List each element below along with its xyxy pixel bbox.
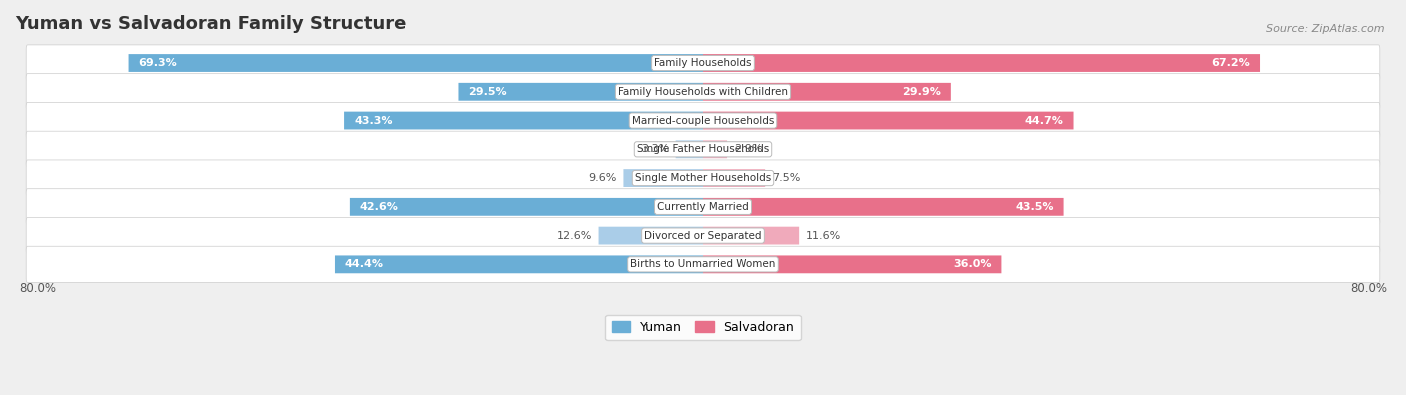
- Text: Yuman vs Salvadoran Family Structure: Yuman vs Salvadoran Family Structure: [15, 15, 406, 33]
- FancyBboxPatch shape: [703, 112, 1074, 130]
- FancyBboxPatch shape: [27, 246, 1379, 282]
- FancyBboxPatch shape: [703, 169, 765, 187]
- FancyBboxPatch shape: [676, 140, 703, 158]
- FancyBboxPatch shape: [703, 198, 1063, 216]
- FancyBboxPatch shape: [27, 102, 1379, 139]
- Text: 42.6%: 42.6%: [360, 202, 399, 212]
- FancyBboxPatch shape: [703, 256, 1001, 273]
- Legend: Yuman, Salvadoran: Yuman, Salvadoran: [606, 315, 800, 340]
- Text: Family Households with Children: Family Households with Children: [619, 87, 787, 97]
- Text: 43.5%: 43.5%: [1015, 202, 1053, 212]
- Text: 44.7%: 44.7%: [1025, 116, 1063, 126]
- Text: Single Father Households: Single Father Households: [637, 144, 769, 154]
- FancyBboxPatch shape: [350, 198, 703, 216]
- FancyBboxPatch shape: [335, 256, 703, 273]
- FancyBboxPatch shape: [128, 54, 703, 72]
- Text: 12.6%: 12.6%: [557, 231, 592, 241]
- FancyBboxPatch shape: [703, 140, 727, 158]
- Text: Source: ZipAtlas.com: Source: ZipAtlas.com: [1267, 24, 1385, 34]
- Text: 2.9%: 2.9%: [734, 144, 762, 154]
- FancyBboxPatch shape: [703, 83, 950, 101]
- Text: 36.0%: 36.0%: [953, 260, 991, 269]
- Text: Divorced or Separated: Divorced or Separated: [644, 231, 762, 241]
- FancyBboxPatch shape: [344, 112, 703, 130]
- FancyBboxPatch shape: [27, 73, 1379, 110]
- FancyBboxPatch shape: [27, 189, 1379, 225]
- Text: 11.6%: 11.6%: [806, 231, 841, 241]
- Text: 67.2%: 67.2%: [1212, 58, 1250, 68]
- FancyBboxPatch shape: [27, 160, 1379, 196]
- Text: 3.3%: 3.3%: [641, 144, 669, 154]
- Text: 7.5%: 7.5%: [772, 173, 800, 183]
- FancyBboxPatch shape: [458, 83, 703, 101]
- FancyBboxPatch shape: [27, 45, 1379, 81]
- Text: Married-couple Households: Married-couple Households: [631, 116, 775, 126]
- Text: 69.3%: 69.3%: [139, 58, 177, 68]
- Text: 80.0%: 80.0%: [1350, 282, 1386, 295]
- Text: Births to Unmarried Women: Births to Unmarried Women: [630, 260, 776, 269]
- FancyBboxPatch shape: [623, 169, 703, 187]
- Text: 43.3%: 43.3%: [354, 116, 392, 126]
- Text: 29.9%: 29.9%: [903, 87, 941, 97]
- Text: Currently Married: Currently Married: [657, 202, 749, 212]
- Text: Family Households: Family Households: [654, 58, 752, 68]
- FancyBboxPatch shape: [27, 218, 1379, 254]
- Text: 44.4%: 44.4%: [344, 260, 384, 269]
- FancyBboxPatch shape: [599, 227, 703, 245]
- Text: Single Mother Households: Single Mother Households: [636, 173, 770, 183]
- Text: 80.0%: 80.0%: [20, 282, 56, 295]
- FancyBboxPatch shape: [703, 54, 1260, 72]
- FancyBboxPatch shape: [703, 227, 799, 245]
- FancyBboxPatch shape: [27, 131, 1379, 167]
- Text: 29.5%: 29.5%: [468, 87, 508, 97]
- Text: 9.6%: 9.6%: [589, 173, 617, 183]
